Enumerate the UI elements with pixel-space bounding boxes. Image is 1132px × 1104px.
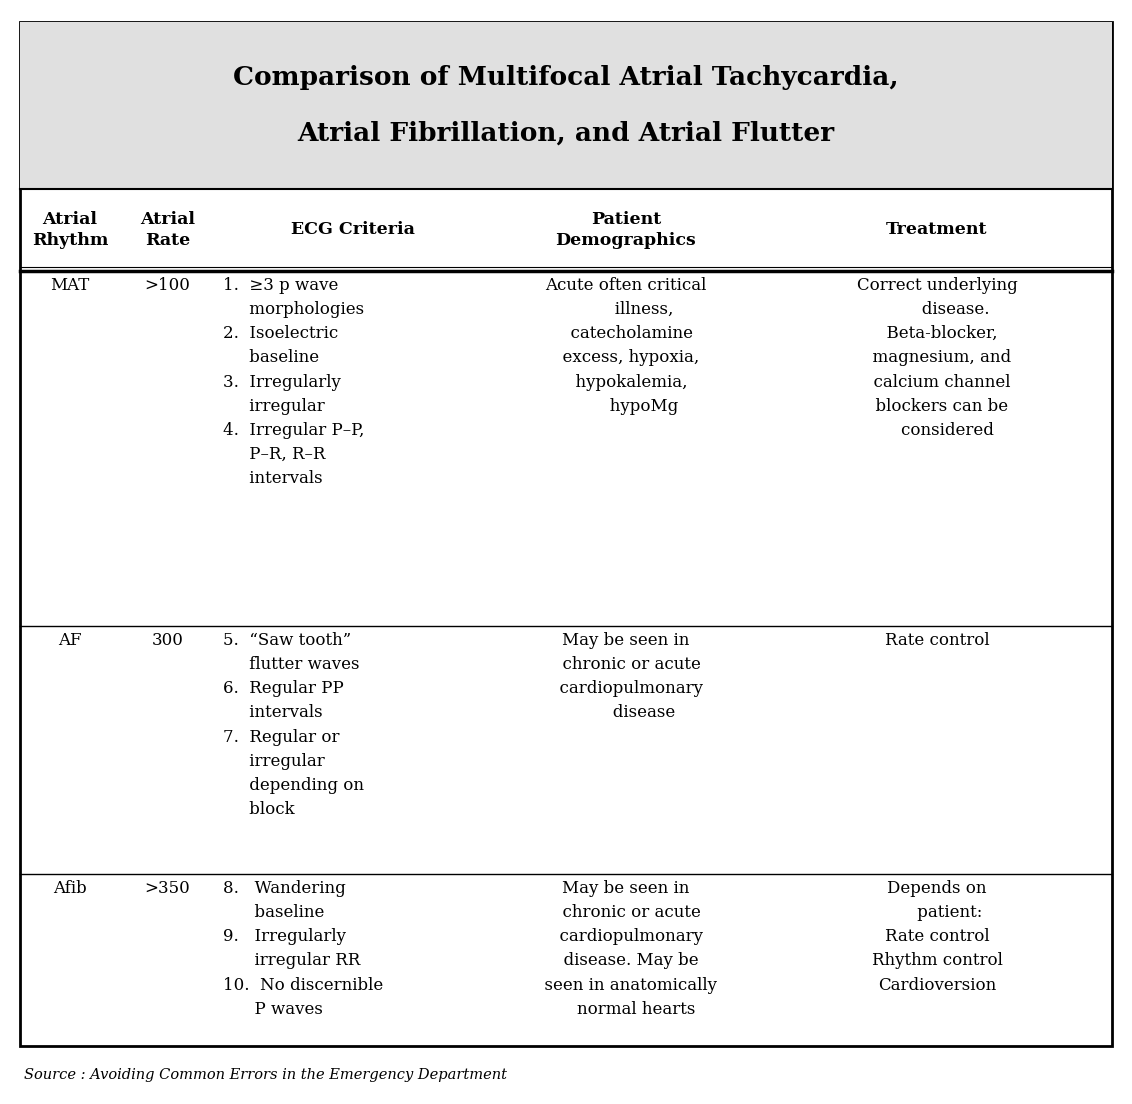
Text: >100: >100	[145, 277, 190, 294]
Text: Depends on
     patient:
Rate control
Rhythm control
Cardioversion: Depends on patient: Rate control Rhythm …	[872, 880, 1003, 994]
Text: Atrial
Rate: Atrial Rate	[140, 211, 195, 248]
Text: Comparison of Multifocal Atrial Tachycardia,: Comparison of Multifocal Atrial Tachycar…	[233, 65, 899, 91]
Text: Acute often critical
       illness,
  catecholamine
  excess, hypoxia,
  hypoka: Acute often critical illness, catecholam…	[546, 277, 706, 415]
Text: 8.   Wandering
      baseline
9.   Irregularly
      irregular RR
10.  No discer: 8. Wandering baseline 9. Irregularly irr…	[223, 880, 384, 1018]
Text: May be seen in
  chronic or acute
  cardiopulmonary
  disease. May be
  seen in : May be seen in chronic or acute cardiopu…	[534, 880, 718, 1018]
Text: Patient
Demographics: Patient Demographics	[556, 211, 696, 248]
Text: Source : Avoiding Common Errors in the Emergency Department: Source : Avoiding Common Errors in the E…	[24, 1068, 507, 1082]
Text: Atrial Fibrillation, and Atrial Flutter: Atrial Fibrillation, and Atrial Flutter	[298, 121, 834, 146]
Text: May be seen in
  chronic or acute
  cardiopulmonary
       disease: May be seen in chronic or acute cardiopu…	[549, 631, 703, 721]
Text: 5.  “Saw tooth”
     flutter waves
6.  Regular PP
     intervals
7.  Regular or
: 5. “Saw tooth” flutter waves 6. Regular …	[223, 631, 365, 818]
Text: 1.  ≥3 p wave
     morphologies
2.  Isoelectric
     baseline
3.  Irregularly
  : 1. ≥3 p wave morphologies 2. Isoelectric…	[223, 277, 365, 487]
Text: Rate control: Rate control	[885, 631, 989, 649]
Text: Correct underlying
       disease.
  Beta-blocker,
  magnesium, and
  calcium ch: Correct underlying disease. Beta-blocker…	[857, 277, 1018, 439]
Text: AF: AF	[58, 631, 82, 649]
Text: Treatment: Treatment	[886, 222, 988, 238]
Text: 300: 300	[152, 631, 183, 649]
Bar	[20, 22, 1112, 189]
Text: >350: >350	[145, 880, 190, 896]
Text: Atrial
Rhythm: Atrial Rhythm	[32, 211, 109, 248]
Text: ECG Criteria: ECG Criteria	[291, 222, 414, 238]
Text: MAT: MAT	[51, 277, 89, 294]
Text: Afib: Afib	[53, 880, 87, 896]
